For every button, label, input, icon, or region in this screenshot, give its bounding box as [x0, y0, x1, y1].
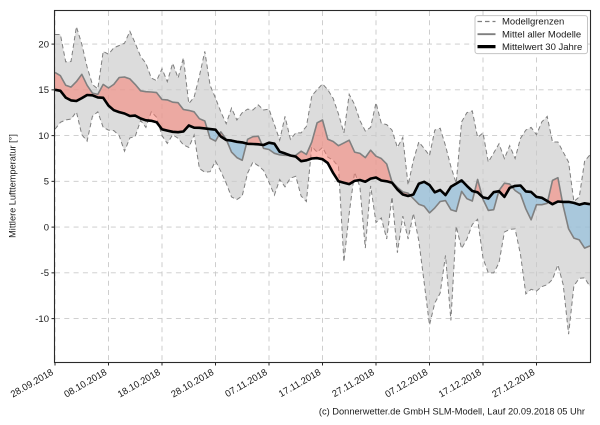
svg-text:15: 15 [38, 85, 49, 96]
svg-text:0: 0 [44, 222, 49, 233]
svg-text:(c) Donnerwetter.de GmbH SLM-M: (c) Donnerwetter.de GmbH SLM-Modell, Lau… [319, 407, 585, 417]
svg-text:5: 5 [44, 177, 49, 188]
svg-text:Modellgrenzen: Modellgrenzen [502, 17, 564, 28]
svg-text:20: 20 [38, 39, 49, 50]
svg-text:-10: -10 [35, 314, 49, 325]
svg-text:10: 10 [38, 131, 49, 142]
svg-text:-5: -5 [41, 268, 49, 279]
svg-text:Mittelwert 30 Jahre: Mittelwert 30 Jahre [502, 42, 582, 53]
svg-text:Mittel aller Modelle: Mittel aller Modelle [502, 29, 581, 40]
svg-text:Mittlere Lufttemperatur [°]: Mittlere Lufttemperatur [°] [8, 134, 18, 238]
